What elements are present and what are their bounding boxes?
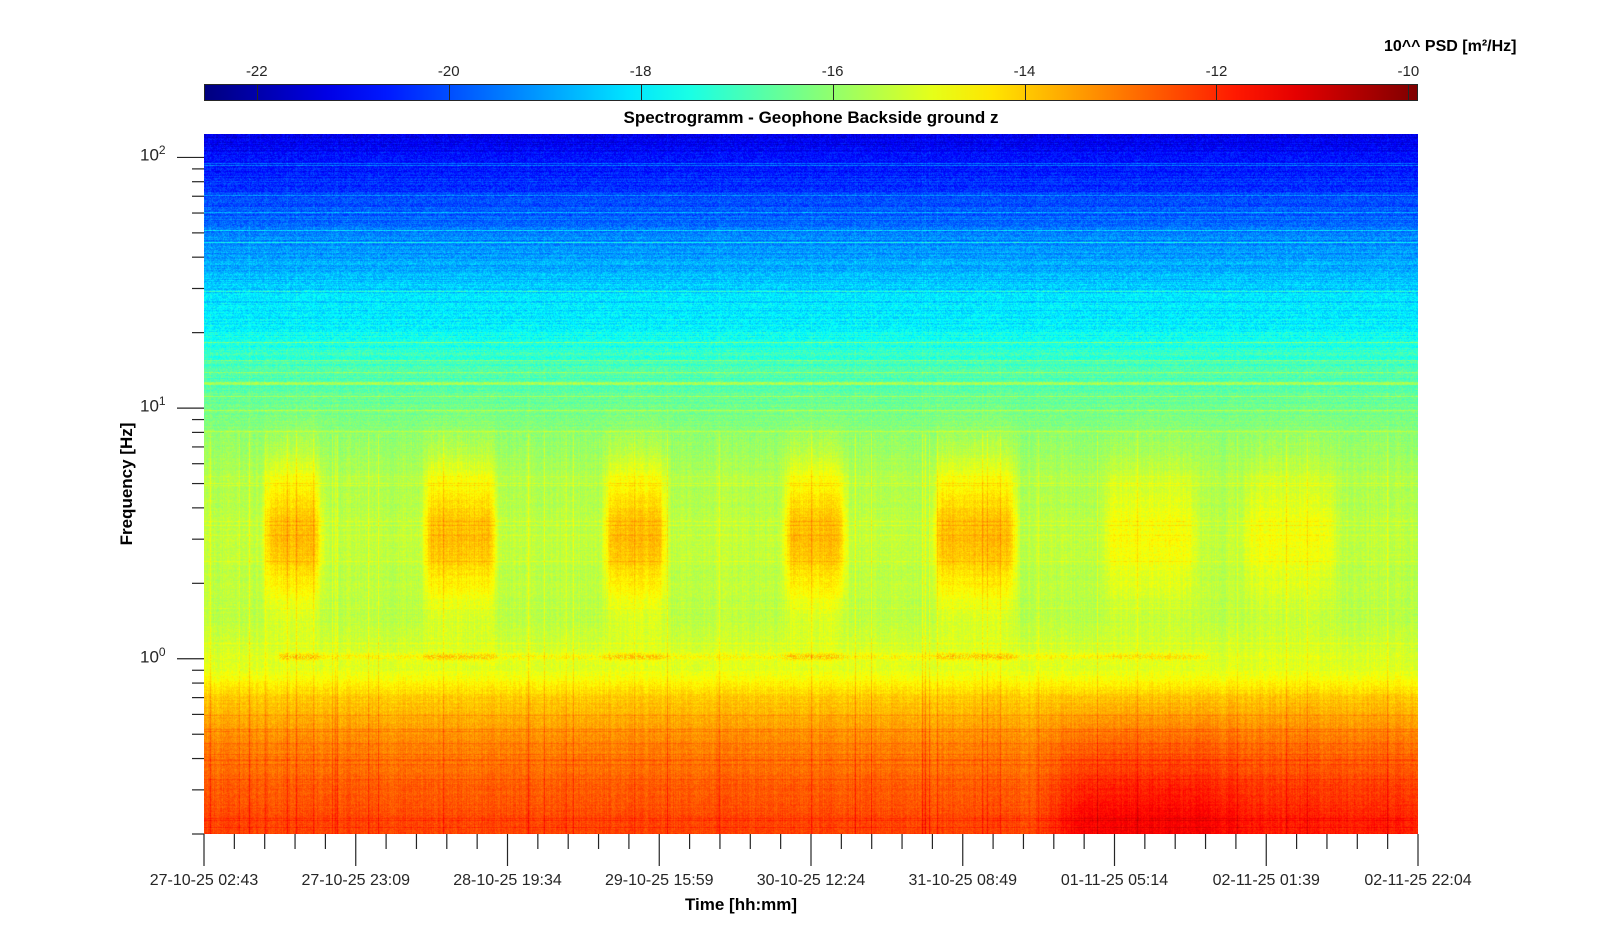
y-tick-label: 102 — [140, 143, 166, 166]
x-tick-label: 01-11-25 05:14 — [1060, 872, 1169, 889]
y-tick-exponent: 0 — [158, 644, 166, 659]
x-tick-label: 02-11-25 22:04 — [1364, 872, 1472, 889]
y-tick-exponent: 2 — [158, 143, 166, 158]
colorbar-tick-label: -20 — [437, 63, 460, 80]
y-axis-title: Frequency [Hz] — [117, 422, 136, 546]
y-tick-base: 10 — [140, 647, 159, 667]
colorbar-tick — [640, 84, 642, 101]
colorbar-tick-label: -12 — [1205, 63, 1228, 80]
x-tick-label: 31-10-25 08:49 — [908, 872, 1018, 889]
y-tick-exponent: 1 — [158, 394, 166, 409]
colorbar — [204, 84, 1418, 101]
colorbar-tick-label: -22 — [245, 63, 268, 80]
colorbar-tick — [256, 84, 258, 101]
x-axis-title: Time [hh:mm] — [684, 895, 798, 914]
colorbar-tick — [448, 84, 450, 101]
y-tick-base: 10 — [140, 396, 159, 416]
colorbar-tick — [1216, 84, 1218, 101]
colorbar-tick-label: -10 — [1397, 63, 1420, 80]
colorbar-tick-label: -18 — [629, 63, 652, 80]
y-tick-base: 10 — [140, 146, 159, 166]
x-tick-label: 28-10-25 19:34 — [453, 872, 562, 889]
x-tick-label: 02-11-25 01:39 — [1212, 872, 1320, 889]
chart-title: Spectrogramm - Geophone Backside ground … — [623, 108, 999, 127]
colorbar-tick — [1024, 84, 1026, 101]
colorbar-tick-label: -16 — [821, 63, 844, 80]
x-tick-label: 27-10-25 23:09 — [301, 872, 411, 889]
spectrogram-heatmap — [204, 134, 1418, 834]
y-tick-label: 101 — [140, 394, 166, 417]
colorbar-tick — [1408, 84, 1410, 101]
colorbar-tick — [832, 84, 834, 101]
colorbar-tick-label: -14 — [1013, 63, 1036, 80]
colorbar-label: 10^^ PSD [m²/Hz] — [1384, 38, 1517, 55]
x-tick-label: 27-10-25 02:43 — [149, 872, 259, 889]
x-tick-label: 29-10-25 15:59 — [604, 872, 714, 889]
y-tick-label: 100 — [140, 645, 166, 668]
x-tick-label: 30-10-25 12:24 — [756, 872, 866, 889]
